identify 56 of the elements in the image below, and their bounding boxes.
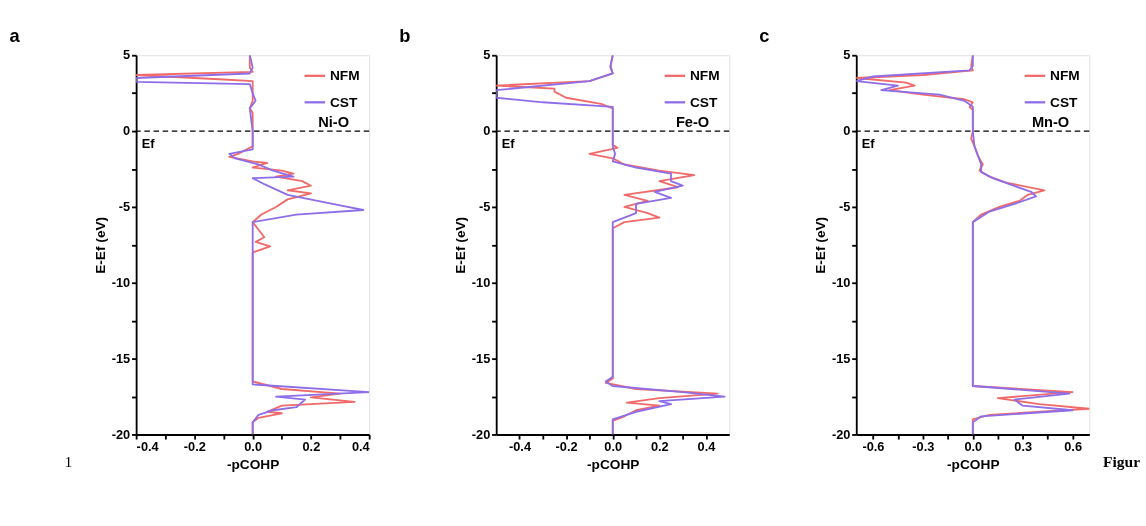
x-tick-label: -0.4 <box>508 439 532 455</box>
x-tick-label: 0.2 <box>302 439 321 455</box>
x-axis-title: -pCOHP <box>586 456 640 472</box>
x-tick-label: -0.4 <box>136 439 160 455</box>
annotation: Mn-O <box>1031 113 1070 130</box>
x-axis-title: -pCOHP <box>947 456 1000 472</box>
ref-line-label: Ef <box>501 136 516 152</box>
y-tick-label: -10 <box>471 274 491 290</box>
x-tick-label: 0.2 <box>650 439 669 455</box>
y-tick-label: 5 <box>483 47 491 63</box>
x-tick-label: 0.6 <box>1064 439 1083 455</box>
x-tick-label: -0.2 <box>555 439 578 455</box>
chart-title: a <box>9 24 21 46</box>
y-tick-label: -15 <box>831 350 851 366</box>
x-tick-label: 0.0 <box>604 439 623 455</box>
chart-title: c <box>759 24 770 46</box>
x-tick-label: 0.3 <box>1014 439 1033 455</box>
legend-label: NFM <box>1050 68 1080 84</box>
x-tick-label: 0.4 <box>351 439 371 455</box>
legend-label: NFM <box>329 68 360 84</box>
y-tick-label: -15 <box>111 350 131 366</box>
x-tick-label: -0.2 <box>183 439 206 455</box>
x-tick-label: 0.0 <box>244 439 263 455</box>
y-tick-label: -10 <box>831 274 851 290</box>
legend-label: CST <box>329 94 358 110</box>
ref-line-label: Ef <box>861 136 876 152</box>
y-axis-title: E-Ef (eV) <box>453 216 469 274</box>
y-tick-label: 0 <box>123 123 131 139</box>
y-tick-label: 0 <box>843 123 851 139</box>
x-axis-title: -pCOHP <box>226 456 280 472</box>
y-tick-label: -15 <box>471 350 491 366</box>
legend-label: CST <box>689 94 718 110</box>
annotation: Fe-O <box>675 113 710 130</box>
y-tick-label: 5 <box>843 47 851 63</box>
x-tick-label: -0.3 <box>912 439 935 455</box>
y-tick-label: 0 <box>483 123 491 139</box>
y-tick-label: -5 <box>478 199 491 215</box>
y-axis-title: E-Ef (eV) <box>813 216 829 274</box>
x-tick-label: 0.4 <box>697 439 717 455</box>
y-tick-label: -10 <box>111 274 131 290</box>
x-tick-label: -0.6 <box>862 439 885 455</box>
y-tick-label: -5 <box>838 199 851 215</box>
text: Figur <box>1103 452 1141 470</box>
y-tick-label: -20 <box>831 426 851 442</box>
chart-title: b <box>399 24 411 46</box>
y-tick-label: -20 <box>111 426 131 442</box>
x-tick-label: 0.0 <box>964 439 983 455</box>
y-tick-label: -20 <box>471 426 491 442</box>
y-axis-title: E-Ef (eV) <box>93 216 109 274</box>
legend-label: CST <box>1050 94 1079 110</box>
legend-label: NFM <box>689 68 720 84</box>
text: 1 <box>64 452 73 470</box>
ref-line-label: Ef <box>141 136 156 152</box>
annotation: Ni-O <box>318 113 350 130</box>
y-tick-label: 5 <box>123 47 131 63</box>
y-tick-label: -5 <box>118 199 131 215</box>
